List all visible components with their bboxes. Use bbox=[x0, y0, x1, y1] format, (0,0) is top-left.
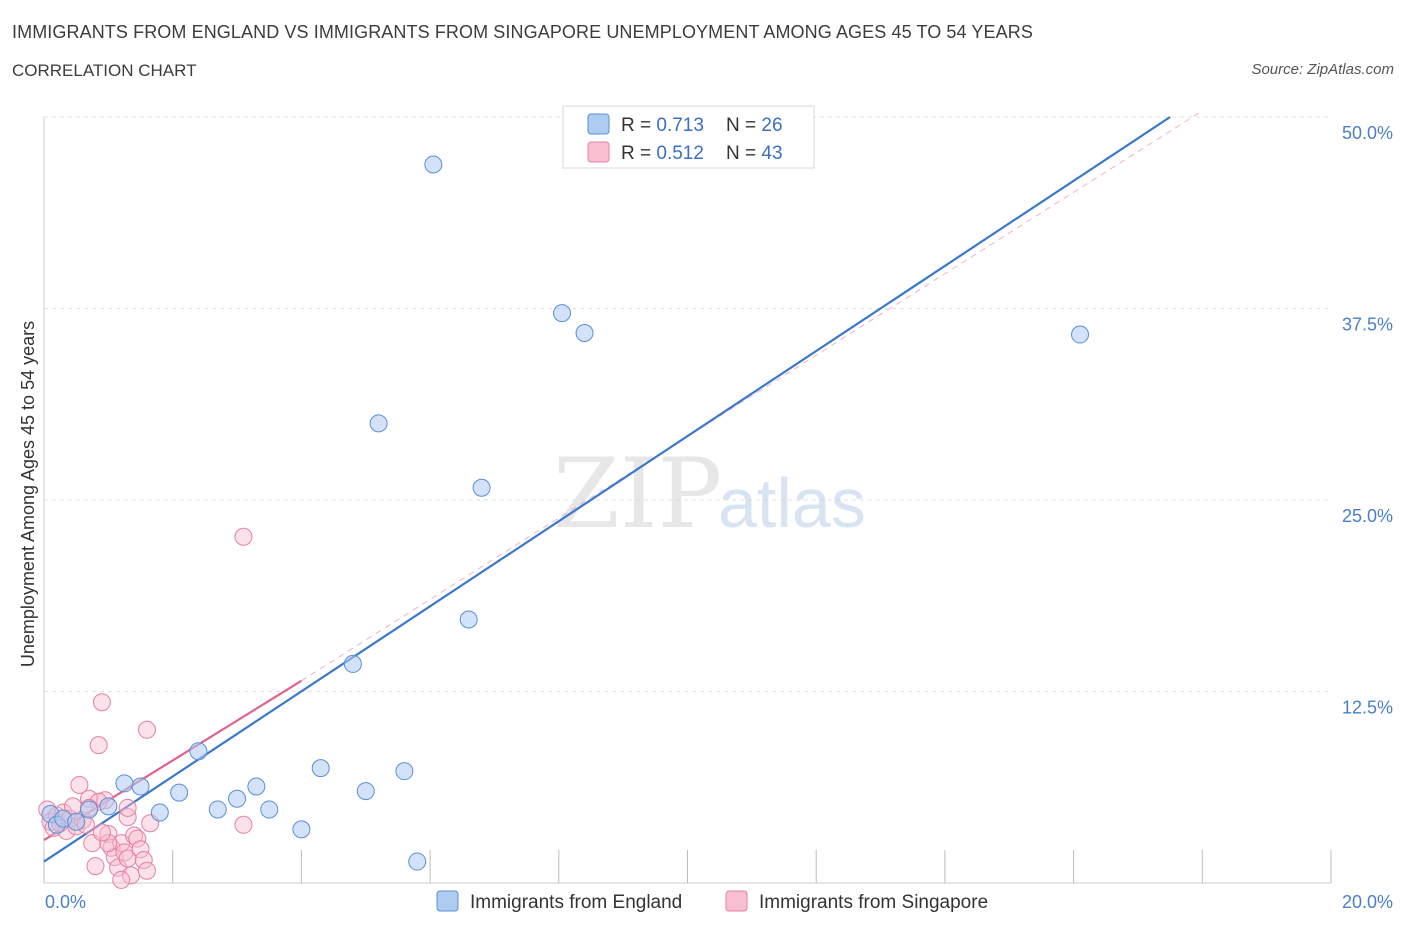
y-axis-label: Unemployment Among Ages 45 to 54 years bbox=[18, 321, 38, 667]
axes bbox=[43, 117, 1332, 884]
legend-england-n-label: N = bbox=[726, 115, 761, 136]
singapore-point bbox=[112, 870, 131, 889]
legend-england-r-label: R = bbox=[621, 115, 656, 136]
legend-swatch-england bbox=[587, 113, 610, 135]
legend-singapore-r-value: 0.512 bbox=[656, 143, 704, 164]
singapore-point bbox=[137, 861, 156, 880]
singapore-point bbox=[89, 736, 108, 755]
england-point bbox=[408, 852, 427, 871]
bottom-legend-england: Immigrants from England bbox=[470, 892, 682, 913]
chart-title: IMMIGRANTS FROM ENGLAND VS IMMIGRANTS FR… bbox=[12, 22, 1033, 42]
singapore-point bbox=[134, 851, 153, 870]
legend-singapore-n-label: N = bbox=[726, 143, 761, 164]
england-trend-line bbox=[43, 116, 1171, 863]
england-point bbox=[575, 324, 594, 343]
england-point bbox=[170, 783, 189, 802]
singapore-points bbox=[38, 527, 253, 889]
y-tick-label: 50.0% bbox=[1342, 123, 1393, 143]
y-tick-label: 12.5% bbox=[1342, 698, 1393, 718]
legend-england-n-value: 26 bbox=[761, 115, 782, 136]
england-point bbox=[150, 803, 169, 822]
legend-singapore-r-label: R = bbox=[621, 143, 656, 164]
england-point bbox=[131, 777, 150, 796]
england-point bbox=[553, 304, 572, 323]
england-point bbox=[67, 812, 86, 831]
england-point bbox=[208, 800, 227, 819]
singapore-point bbox=[118, 808, 137, 827]
england-point bbox=[1071, 325, 1090, 344]
y-tick-label: 37.5% bbox=[1342, 315, 1393, 335]
england-point bbox=[343, 654, 362, 673]
england-point bbox=[99, 797, 118, 816]
singapore-point bbox=[86, 857, 105, 876]
singapore-point bbox=[131, 840, 150, 859]
england-point bbox=[311, 759, 330, 778]
watermark-atlas: atlas bbox=[718, 464, 866, 542]
x-tick-label: 0.0% bbox=[45, 892, 86, 912]
england-point bbox=[356, 782, 375, 801]
singapore-point bbox=[92, 693, 111, 712]
singapore-point bbox=[128, 829, 147, 848]
england-point bbox=[189, 742, 208, 761]
singapore-point bbox=[137, 720, 156, 739]
legend-singapore-stats: R = 0.512 N = 43 bbox=[621, 143, 783, 164]
watermark-zip: ZIP bbox=[553, 438, 722, 550]
grid-lines bbox=[44, 116, 1331, 692]
england-point bbox=[260, 800, 279, 819]
bottom-legend-swatch-singapore bbox=[725, 890, 748, 912]
top-legend: R = 0.713 N = 26 R = 0.512 N = 43 bbox=[562, 105, 815, 169]
singapore-point bbox=[92, 823, 111, 842]
bottom-legend: Immigrants from England Immigrants from … bbox=[436, 890, 988, 913]
axis-ticks: 12.5% 25.0% 37.5% 50.0% 0.0% 20.0% bbox=[45, 123, 1393, 912]
england-point bbox=[228, 789, 247, 808]
singapore-point bbox=[99, 834, 118, 853]
england-point bbox=[424, 155, 443, 174]
singapore-point bbox=[99, 824, 118, 843]
england-point bbox=[80, 800, 99, 819]
bottom-legend-singapore: Immigrants from Singapore bbox=[759, 892, 988, 913]
england-point bbox=[247, 777, 266, 796]
legend-england-stats: R = 0.713 N = 26 bbox=[621, 115, 783, 136]
source-label: Source: ZipAtlas.com bbox=[1251, 61, 1394, 78]
england-point bbox=[369, 414, 388, 433]
england-point bbox=[459, 610, 478, 629]
singapore-point bbox=[234, 815, 253, 834]
england-point bbox=[292, 820, 311, 839]
singapore-trend-extension bbox=[301, 110, 1203, 682]
x-tick-label: 20.0% bbox=[1342, 892, 1393, 912]
watermark: ZIP atlas bbox=[553, 438, 866, 550]
england-point bbox=[472, 478, 491, 497]
singapore-point bbox=[118, 798, 137, 817]
y-tick-label: 25.0% bbox=[1342, 506, 1393, 526]
legend-singapore-n-value: 43 bbox=[761, 143, 782, 164]
legend-swatch-singapore bbox=[587, 141, 610, 163]
england-point bbox=[115, 774, 134, 793]
england-points bbox=[41, 155, 1090, 871]
chart-subtitle: CORRELATION CHART bbox=[12, 61, 197, 80]
singapore-point bbox=[234, 527, 253, 546]
legend-england-r-value: 0.713 bbox=[656, 115, 704, 136]
bottom-legend-swatch-england bbox=[436, 890, 459, 912]
england-point bbox=[395, 762, 414, 781]
singapore-point bbox=[70, 775, 89, 794]
